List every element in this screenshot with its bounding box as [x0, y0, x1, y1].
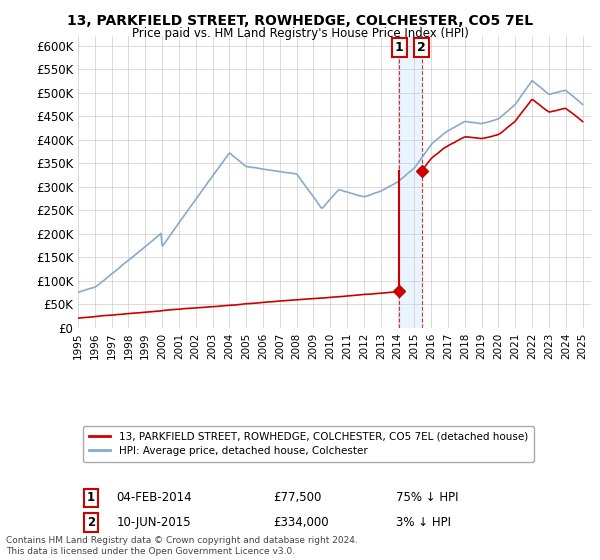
Text: 2: 2 — [418, 41, 426, 54]
Text: 2: 2 — [87, 516, 95, 529]
Text: 1: 1 — [87, 492, 95, 505]
Text: Price paid vs. HM Land Registry's House Price Index (HPI): Price paid vs. HM Land Registry's House … — [131, 27, 469, 40]
Text: 1: 1 — [395, 41, 403, 54]
Text: 3% ↓ HPI: 3% ↓ HPI — [396, 516, 451, 529]
Text: 75% ↓ HPI: 75% ↓ HPI — [396, 492, 458, 505]
Text: 13, PARKFIELD STREET, ROWHEDGE, COLCHESTER, CO5 7EL: 13, PARKFIELD STREET, ROWHEDGE, COLCHEST… — [67, 14, 533, 28]
Text: 04-FEB-2014: 04-FEB-2014 — [116, 492, 192, 505]
Text: 10-JUN-2015: 10-JUN-2015 — [116, 516, 191, 529]
Text: £77,500: £77,500 — [273, 492, 322, 505]
Bar — [399, 36, 422, 328]
Legend: 13, PARKFIELD STREET, ROWHEDGE, COLCHESTER, CO5 7EL (detached house), HPI: Avera: 13, PARKFIELD STREET, ROWHEDGE, COLCHEST… — [83, 426, 534, 462]
Text: £334,000: £334,000 — [273, 516, 329, 529]
Text: Contains HM Land Registry data © Crown copyright and database right 2024.
This d: Contains HM Land Registry data © Crown c… — [6, 536, 358, 556]
